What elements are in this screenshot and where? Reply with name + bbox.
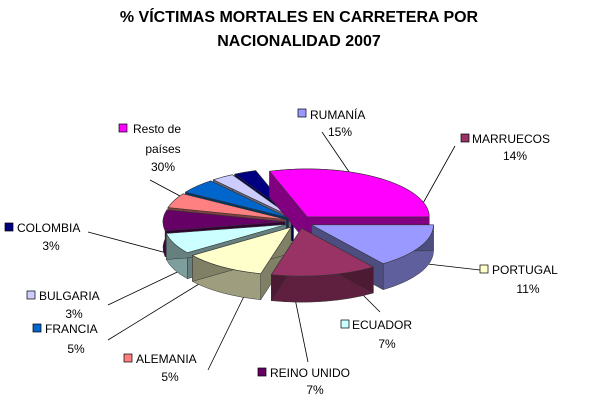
slice-value-label: 30% bbox=[151, 160, 175, 174]
leader-line bbox=[87, 231, 179, 257]
slice-label: COLOMBIA bbox=[17, 221, 80, 235]
slice-top bbox=[212, 174, 292, 218]
slice-label: ALEMANIA bbox=[136, 352, 197, 366]
legend-swatch bbox=[123, 353, 133, 363]
leader-line bbox=[149, 179, 181, 197]
slice-label: Resto de bbox=[133, 122, 181, 136]
slice-top bbox=[270, 227, 375, 277]
slice-top bbox=[165, 224, 287, 254]
slice-label: FRANCIA bbox=[45, 322, 98, 336]
slice-value-label: 14% bbox=[503, 149, 527, 163]
leader-line bbox=[107, 275, 213, 341]
slice-value-label: 3% bbox=[42, 239, 60, 253]
slice-top bbox=[268, 168, 430, 218]
slice-label: ECUADOR bbox=[352, 318, 412, 332]
slice-value-label: 5% bbox=[67, 342, 85, 356]
slice-value-label: 5% bbox=[161, 370, 179, 384]
legend-swatch bbox=[4, 222, 14, 232]
legend-swatch bbox=[118, 123, 128, 133]
pie-slice bbox=[191, 226, 292, 301]
slice-value-label: 15% bbox=[328, 125, 352, 139]
legend-swatch bbox=[32, 323, 42, 333]
slice-label: RUMANÍA bbox=[310, 107, 365, 122]
slice-label: países bbox=[145, 142, 180, 156]
slice-value-label: 3% bbox=[65, 307, 83, 321]
pie-slice bbox=[270, 227, 375, 303]
chart-title-line1: % VÍCTIMAS MORTALES EN CARRETERA POR bbox=[120, 7, 479, 26]
slice-top bbox=[184, 180, 289, 219]
slice-label: REINO UNIDO bbox=[270, 366, 350, 380]
chart-title-line2: NACIONALIDAD 2007 bbox=[217, 33, 381, 50]
legend-swatch bbox=[26, 290, 36, 300]
legend-swatch bbox=[257, 367, 267, 377]
slice-label: BULGARIA bbox=[39, 289, 100, 303]
legend-swatch bbox=[460, 133, 470, 143]
legend-swatch bbox=[479, 264, 489, 274]
slice-top bbox=[311, 224, 434, 265]
slice-top bbox=[162, 209, 286, 232]
slice-top bbox=[167, 193, 287, 220]
slice-labels: RUMANÍA 15% MARRUECOS 14% PORTUGAL 11% ECUADOR… bbox=[4, 107, 558, 397]
legend-swatch bbox=[340, 319, 350, 329]
slice-label: PORTUGAL bbox=[492, 263, 558, 277]
leader-line bbox=[207, 283, 251, 371]
leader-line bbox=[421, 145, 456, 206]
pie-slices bbox=[162, 168, 434, 303]
slice-value-label: 11% bbox=[516, 282, 539, 296]
slice-label: MARRUECOS bbox=[472, 132, 550, 146]
slice-value-label: 7% bbox=[306, 383, 324, 397]
leader-line bbox=[107, 265, 191, 306]
legend-swatch bbox=[297, 108, 307, 118]
slice-value-label: 7% bbox=[378, 337, 396, 351]
leader-lines bbox=[87, 131, 481, 371]
slice-top bbox=[191, 226, 292, 275]
